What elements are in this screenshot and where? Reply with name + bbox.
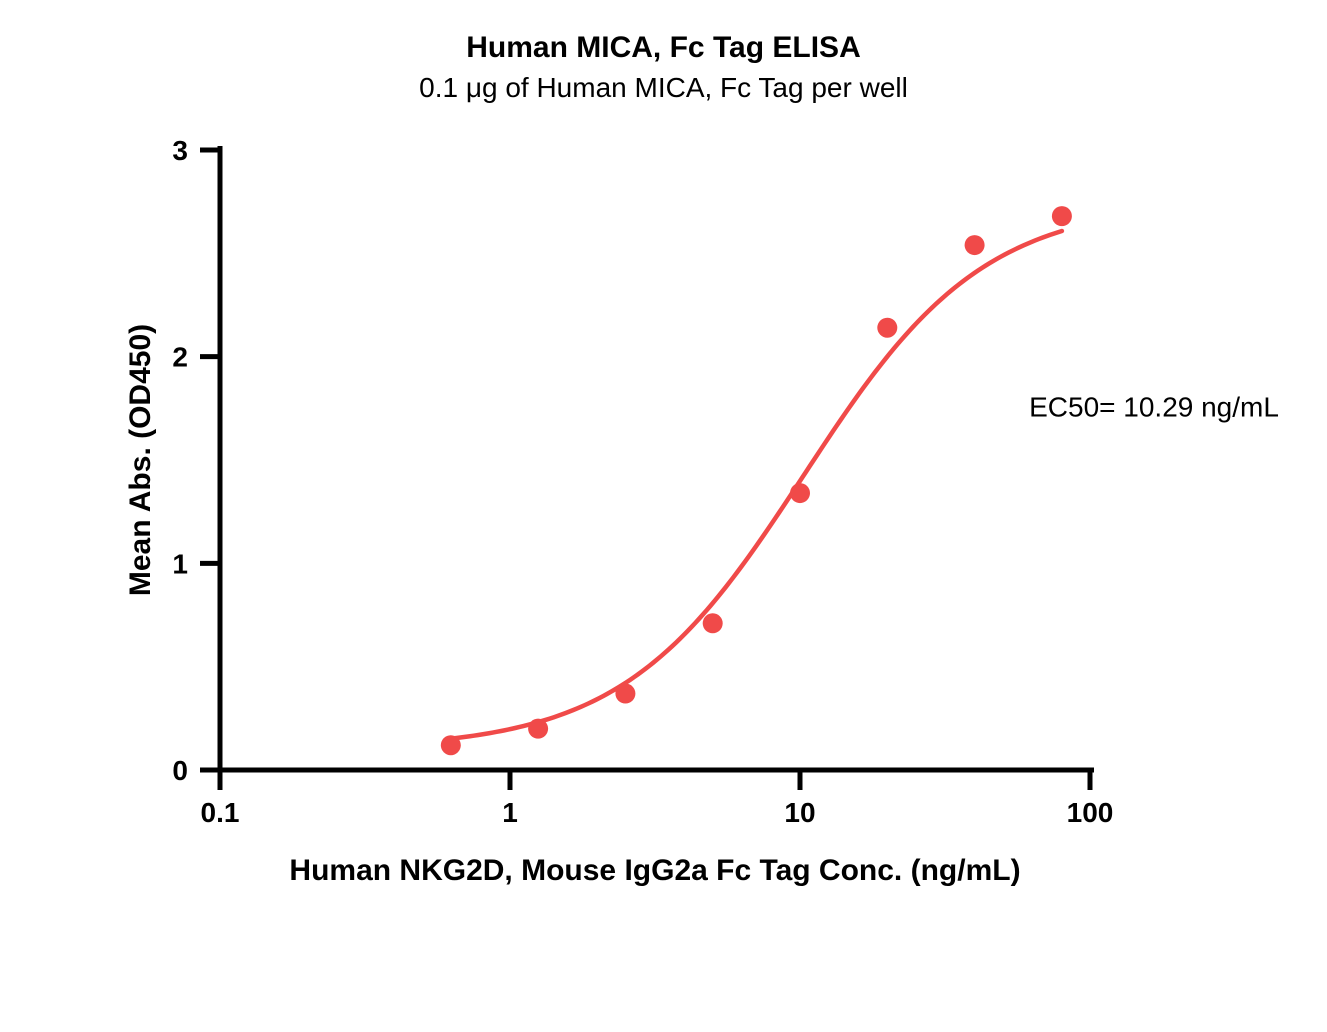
data-point (877, 318, 897, 338)
fit-curve (451, 231, 1062, 739)
chart-title-sub: 0.1 μg of Human MICA, Fc Tag per well (0, 70, 1327, 106)
y-tick-label: 2 (172, 342, 188, 373)
data-point (528, 719, 548, 739)
data-point (615, 684, 635, 704)
x-tick-label: 1 (502, 797, 518, 828)
y-tick-label: 0 (172, 755, 188, 786)
y-axis-title: Mean Abs. (OD450) (124, 324, 157, 596)
data-point (1052, 206, 1072, 226)
x-tick-label: 100 (1067, 797, 1114, 828)
x-axis-title: Human NKG2D, Mouse IgG2a Fc Tag Conc. (n… (289, 854, 1020, 887)
ec50-annotation: EC50= 10.29 ng/mL (1029, 392, 1279, 423)
title-block: Human MICA, Fc Tag ELISA 0.1 μg of Human… (0, 30, 1327, 106)
chart-svg: 01230.1110100Mean Abs. (OD450)Human NKG2… (140, 120, 1240, 940)
y-tick-label: 1 (172, 548, 188, 579)
data-point (965, 235, 985, 255)
page-root: Human MICA, Fc Tag ELISA 0.1 μg of Human… (0, 0, 1327, 1032)
chart-area: 01230.1110100Mean Abs. (OD450)Human NKG2… (140, 120, 1240, 940)
x-tick-label: 10 (784, 797, 815, 828)
data-point (441, 735, 461, 755)
y-tick-label: 3 (172, 135, 188, 166)
data-point (790, 483, 810, 503)
x-tick-label: 0.1 (201, 797, 240, 828)
chart-title-main: Human MICA, Fc Tag ELISA (0, 30, 1327, 66)
data-point (703, 613, 723, 633)
